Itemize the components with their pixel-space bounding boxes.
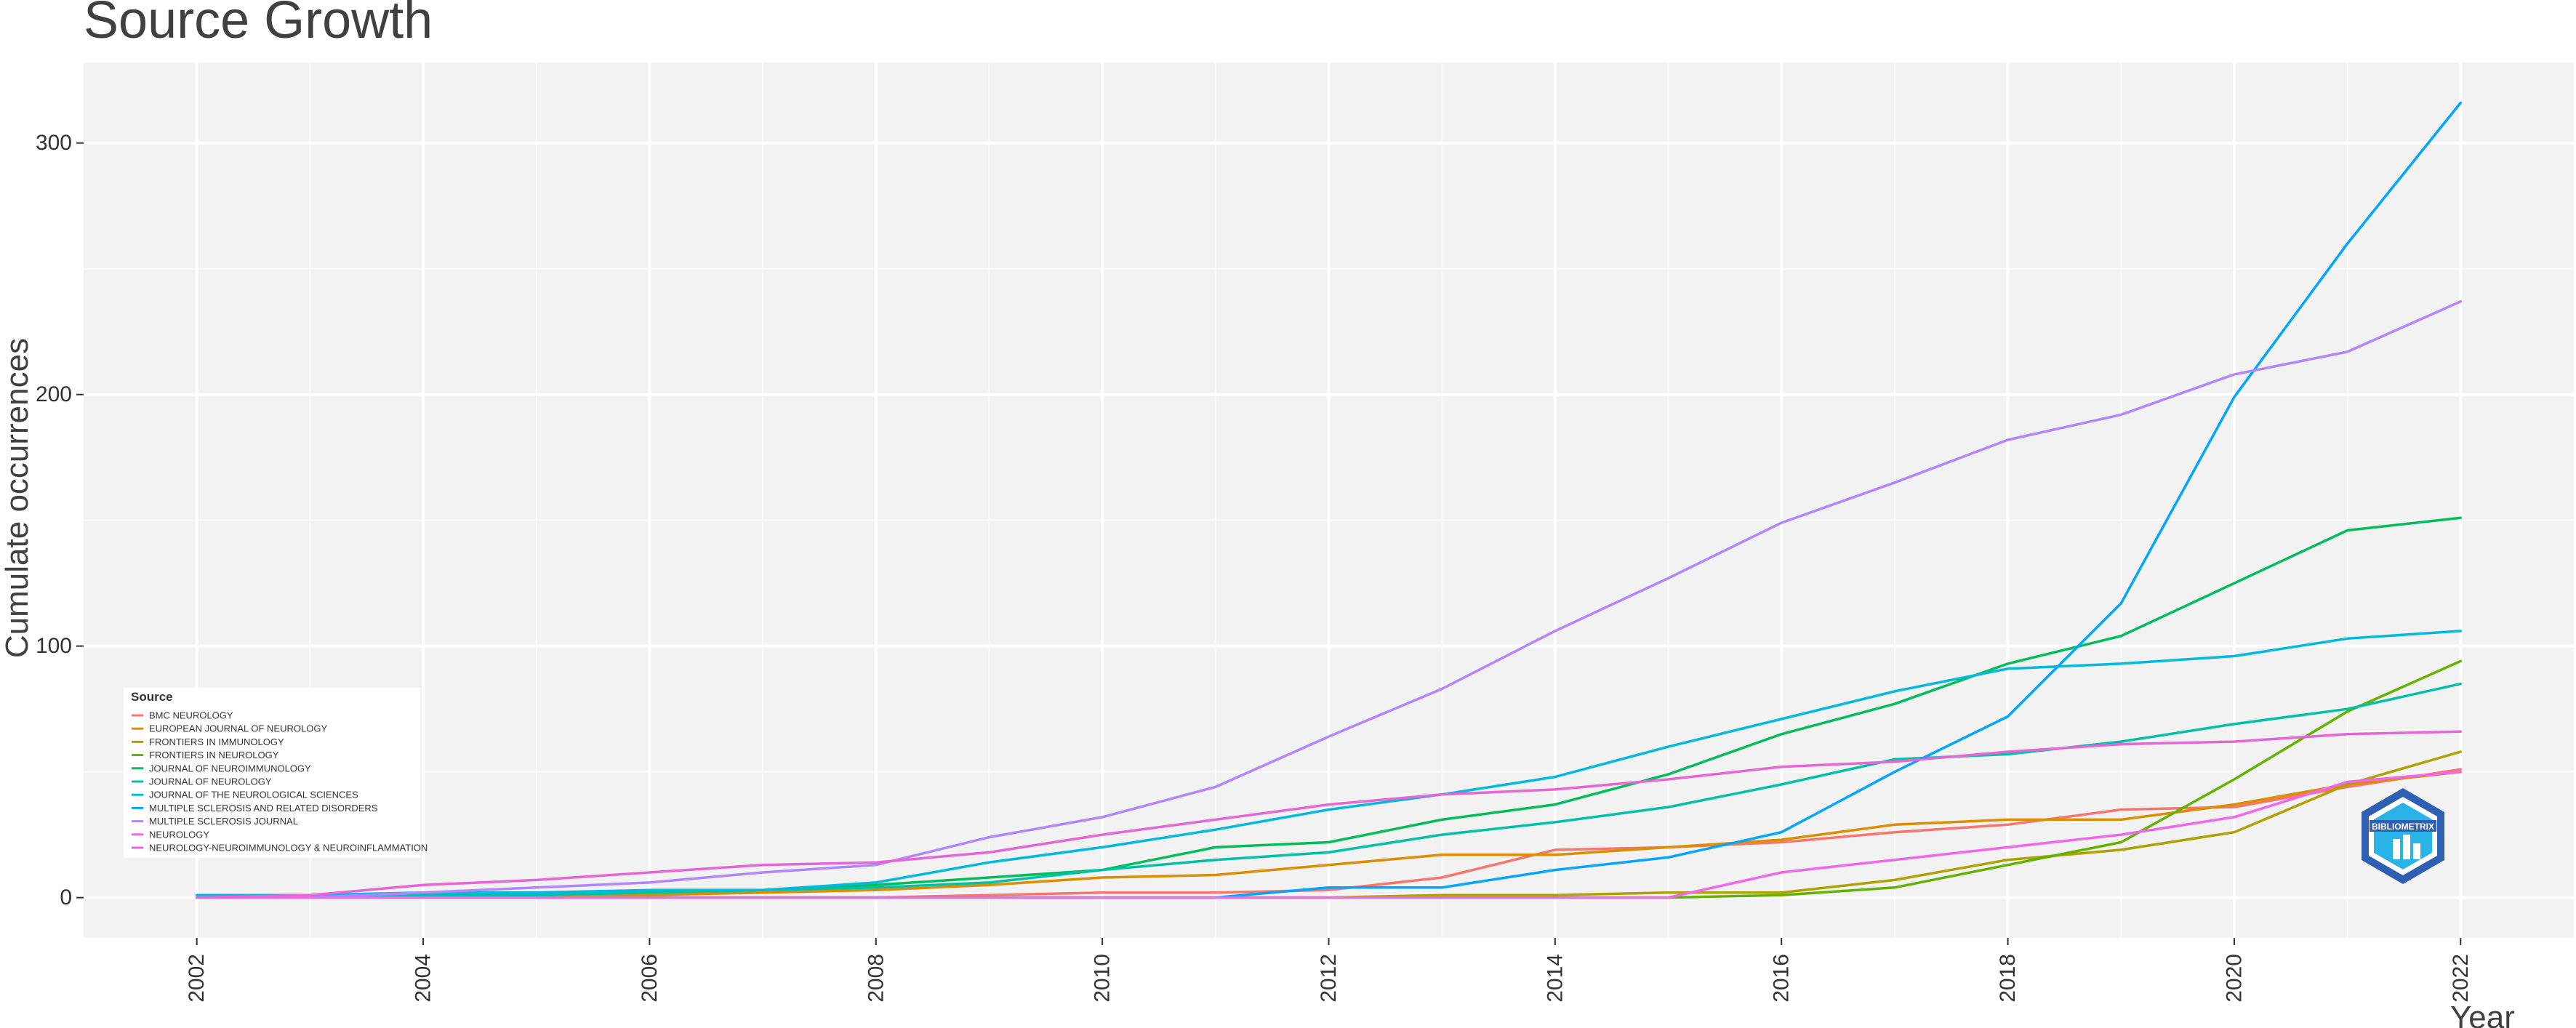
series-line-neurology-neuroimmunology-neuroinflammation [195, 730, 2463, 899]
legend-entry-label: BMC NEUROLOGY [149, 710, 233, 721]
x-tick-label: 2006 [638, 954, 662, 1003]
legend-entry-label: FRONTIERS IN IMMUNOLOGY [149, 736, 284, 747]
x-tick-label: 2022 [2449, 954, 2473, 1003]
logo-bar-3 [2413, 843, 2420, 859]
series-line-multiple-sclerosis-journal [195, 300, 2463, 899]
x-axis-ticks: 2002 2004 2006 2008 2010 2012 2014 2016 2018 2020… [185, 938, 2473, 1003]
legend-entry-label: MULTIPLE SCLEROSIS AND RELATED DISORDERS [149, 803, 378, 814]
y-tick-label: 300 [36, 131, 72, 155]
logo-banner [2370, 820, 2436, 832]
x-tick-label: 2010 [1091, 954, 1115, 1003]
x-axis-label: Year [2450, 1000, 2515, 1028]
legend-background [124, 688, 420, 858]
legend-entry-label: NEUROLOGY-NEUROIMMUNOLOGY & NEUROINFLAMM… [149, 843, 428, 854]
series-lines [195, 101, 2463, 899]
logo-text: BIBLIOMETRIX [2372, 822, 2434, 832]
series-line-neurology [195, 770, 2463, 899]
logo-bar-1 [2393, 839, 2400, 859]
chart-title: Source Growth [84, 0, 433, 49]
legend-entry-label: EUROPEAN JOURNAL OF NEUROLOGY [149, 723, 327, 734]
y-tick-label: 200 [36, 382, 72, 406]
legend-entry-label: JOURNAL OF NEUROIMMUNOLOGY [149, 763, 311, 774]
x-tick-label: 2004 [412, 954, 436, 1003]
legend-entry-label: JOURNAL OF THE NEUROLOGICAL SCIENCES [149, 790, 358, 800]
legend: Source BMC NEUROLOGY EUROPEAN JOURNAL OF … [124, 688, 428, 858]
logo-bar-2 [2403, 835, 2410, 859]
legend-title: Source [131, 690, 173, 704]
x-tick-label: 2016 [1770, 954, 1794, 1003]
y-axis-ticks: 0 100 200 300 [36, 131, 84, 909]
x-tick-label: 2008 [864, 954, 888, 1003]
x-tick-label: 2020 [2222, 954, 2246, 1003]
x-tick-label: 2012 [1317, 954, 1341, 1003]
y-tick-label: 100 [36, 634, 72, 658]
legend-entry-label: JOURNAL OF NEUROLOGY [149, 776, 272, 787]
y-axis-label: Cumulate occurrences [0, 338, 35, 658]
x-tick-label: 2002 [185, 954, 209, 1003]
x-tick-label: 2018 [1996, 954, 2020, 1003]
major-gridlines [84, 63, 2574, 938]
legend-entry-label: MULTIPLE SCLEROSIS JOURNAL [149, 816, 298, 827]
series-line-journal-of-the-neurological-sciences [195, 630, 2463, 896]
legend-entry-label: FRONTIERS IN NEUROLOGY [149, 750, 279, 760]
bibliometrix-logo: BIBLIOMETRIX [2362, 788, 2444, 884]
x-tick-label: 2014 [1543, 954, 1567, 1003]
legend-entry-label: NEUROLOGY [149, 829, 209, 840]
y-tick-label: 0 [60, 886, 72, 909]
